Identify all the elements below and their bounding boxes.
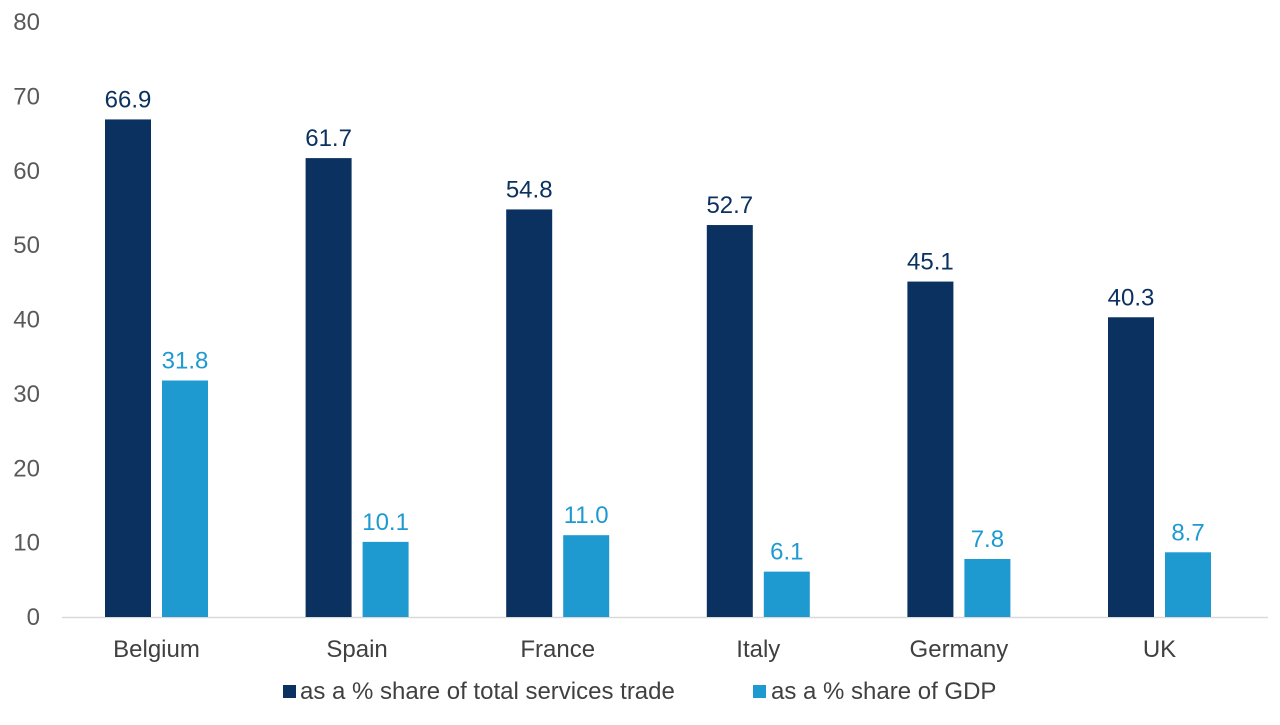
x-tick-label-italy: Italy [736, 636, 780, 663]
legend: as a % share of total services trade as a… [283, 678, 996, 705]
data-label: 31.8 [162, 347, 209, 374]
bar-gdp-belgium [162, 380, 208, 617]
bar-gdp-uk [1165, 552, 1211, 617]
bar-gdp-france [563, 535, 610, 617]
data-label: 11.0 [564, 502, 609, 529]
data-label: 7.8 [971, 526, 1004, 553]
data-label: 52.7 [706, 192, 753, 219]
data-label: 10.1 [362, 509, 409, 536]
y-tick-label: 20 [13, 455, 40, 482]
y-tick-label: 10 [13, 530, 40, 557]
data-label: 6.1 [770, 539, 803, 566]
bar-services-trade-germany [907, 281, 954, 617]
data-label: 66.9 [105, 86, 152, 113]
x-tick-label-belgium: Belgium [113, 636, 200, 663]
x-tick-label-spain: Spain [326, 636, 387, 663]
y-tick-label: 60 [13, 158, 40, 185]
y-tick-label: 0 [27, 604, 40, 631]
bars-group [105, 119, 1211, 618]
bar-services-trade-france [506, 209, 553, 618]
bar-services-trade-uk [1108, 317, 1154, 617]
data-label: 40.3 [1108, 284, 1155, 311]
y-tick-label: 80 [13, 9, 40, 36]
data-label: 54.8 [506, 176, 553, 203]
y-tick-label: 50 [13, 232, 40, 259]
data-label: 45.1 [907, 249, 954, 276]
y-axis-ticks: 0 10 20 30 40 50 60 70 80 [13, 9, 40, 631]
x-tick-label-france: France [520, 636, 595, 663]
y-tick-label: 40 [13, 307, 40, 334]
bar-services-trade-italy [706, 225, 753, 617]
value-labels-group: 66.9 31.8 61.7 10.1 54.8 11.0 52.7 6.1 45.1 7.8 40… [105, 86, 1205, 565]
bar-gdp-spain [362, 541, 409, 617]
bar-services-trade-spain [305, 158, 352, 617]
x-tick-label-uk: UK [1143, 636, 1176, 663]
y-tick-label: 70 [13, 83, 40, 110]
bar-gdp-italy [763, 571, 810, 617]
bar-services-trade-belgium [105, 119, 151, 618]
category-labels-group: Belgium Spain France Italy Germany UK [113, 636, 1176, 663]
legend-swatch-services-trade [283, 685, 296, 698]
bar-gdp-germany [964, 558, 1011, 617]
x-tick-label-germany: Germany [910, 636, 1009, 663]
legend-swatch-gdp [753, 685, 766, 698]
y-tick-label: 30 [13, 381, 40, 408]
legend-label-gdp: as a % share of GDP [771, 678, 996, 705]
data-label: 8.7 [1171, 519, 1204, 546]
data-label: 61.7 [305, 125, 352, 152]
legend-label-services-trade: as a % share of total services trade [300, 678, 675, 705]
